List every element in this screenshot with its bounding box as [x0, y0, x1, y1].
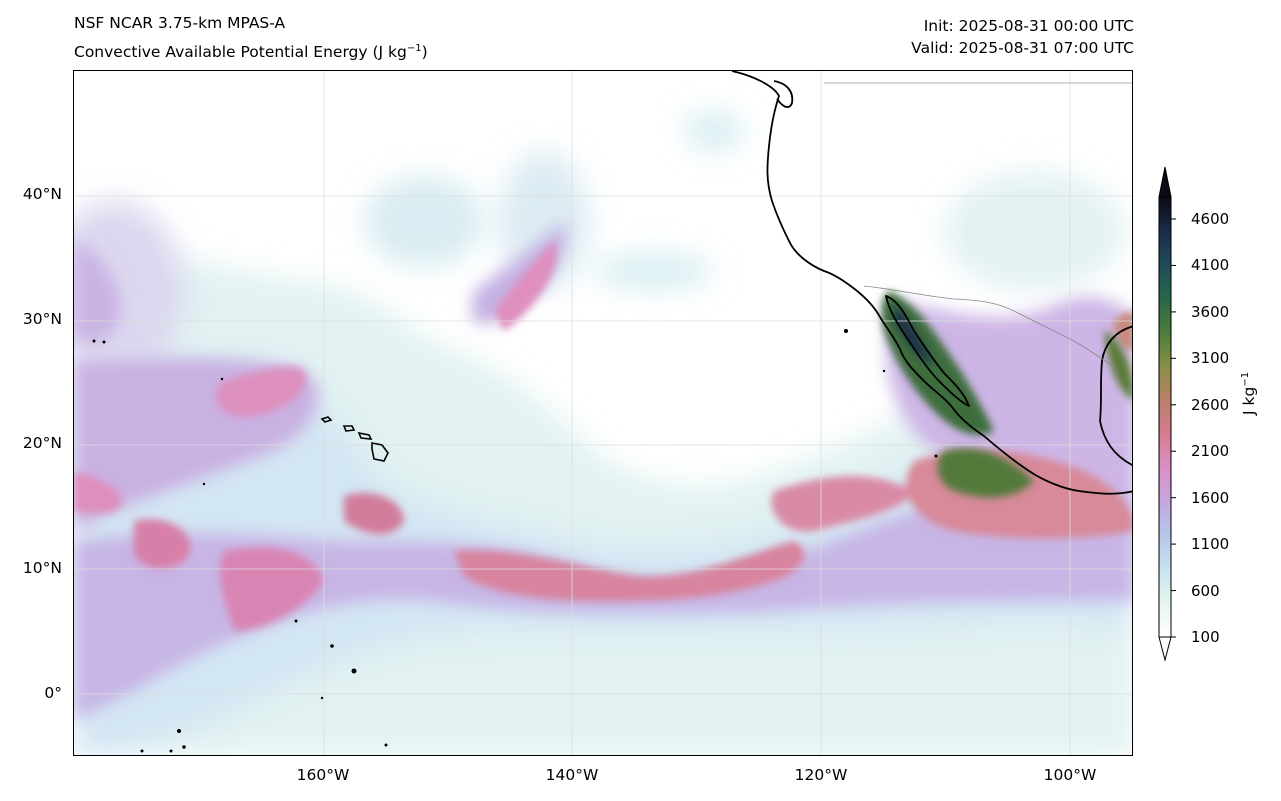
model-name: NSF NCAR 3.75-km MPAS-A [74, 14, 286, 32]
init-time: Init: 2025-08-31 00:00 UTC [923, 17, 1134, 35]
lat-label-20n: 20°N [22, 434, 62, 452]
colorbar-tick: 4600 [1191, 210, 1230, 228]
field-name: Convective Available Potential Energy (J… [74, 43, 428, 62]
cape-high-values [74, 241, 1132, 631]
lat-label-30n: 30°N [22, 310, 62, 328]
colorbar-tick: 3600 [1191, 303, 1230, 321]
colorbar-gradient [1158, 166, 1176, 662]
colorbar-tick: 3100 [1191, 349, 1230, 367]
lon-label-120w: 120°W [794, 766, 848, 784]
hawaiian-islands [320, 416, 389, 462]
lat-label-40n: 40°N [22, 185, 62, 203]
lon-label-100w: 100°W [1043, 766, 1097, 784]
lon-label-160w: 160°W [296, 766, 350, 784]
colorbar-tick: 2100 [1191, 442, 1230, 460]
colorbar-tick: 100 [1191, 628, 1220, 646]
small-islands [92, 329, 938, 753]
map-panel [73, 70, 1133, 756]
figure-title: NSF NCAR 3.75-km MPAS-A Convective Avail… [74, 10, 428, 65]
colorbar-tick: 1100 [1191, 535, 1230, 553]
us-mexico-border [863, 285, 1120, 372]
lat-label-10n: 10°N [22, 559, 62, 577]
colorbar-tick: 4100 [1191, 256, 1230, 274]
valid-time: Valid: 2025-08-31 07:00 UTC [911, 39, 1134, 57]
colorbar-title: J kg−1 [1240, 371, 1259, 415]
colorbar: 4600 4100 3600 3100 2600 2100 1600 1100 … [1155, 165, 1265, 665]
forecast-times: Init: 2025-08-31 00:00 UTC Valid: 2025-0… [911, 15, 1134, 59]
colorbar-tick: 600 [1191, 582, 1220, 600]
coastline [731, 71, 1132, 495]
lon-label-140w: 140°W [545, 766, 599, 784]
colorbar-tick: 2600 [1191, 396, 1230, 414]
colorbar-tick: 1600 [1191, 489, 1230, 507]
graticule [74, 71, 1132, 755]
cape-map [74, 71, 1132, 755]
lat-label-0: 0° [44, 684, 62, 702]
